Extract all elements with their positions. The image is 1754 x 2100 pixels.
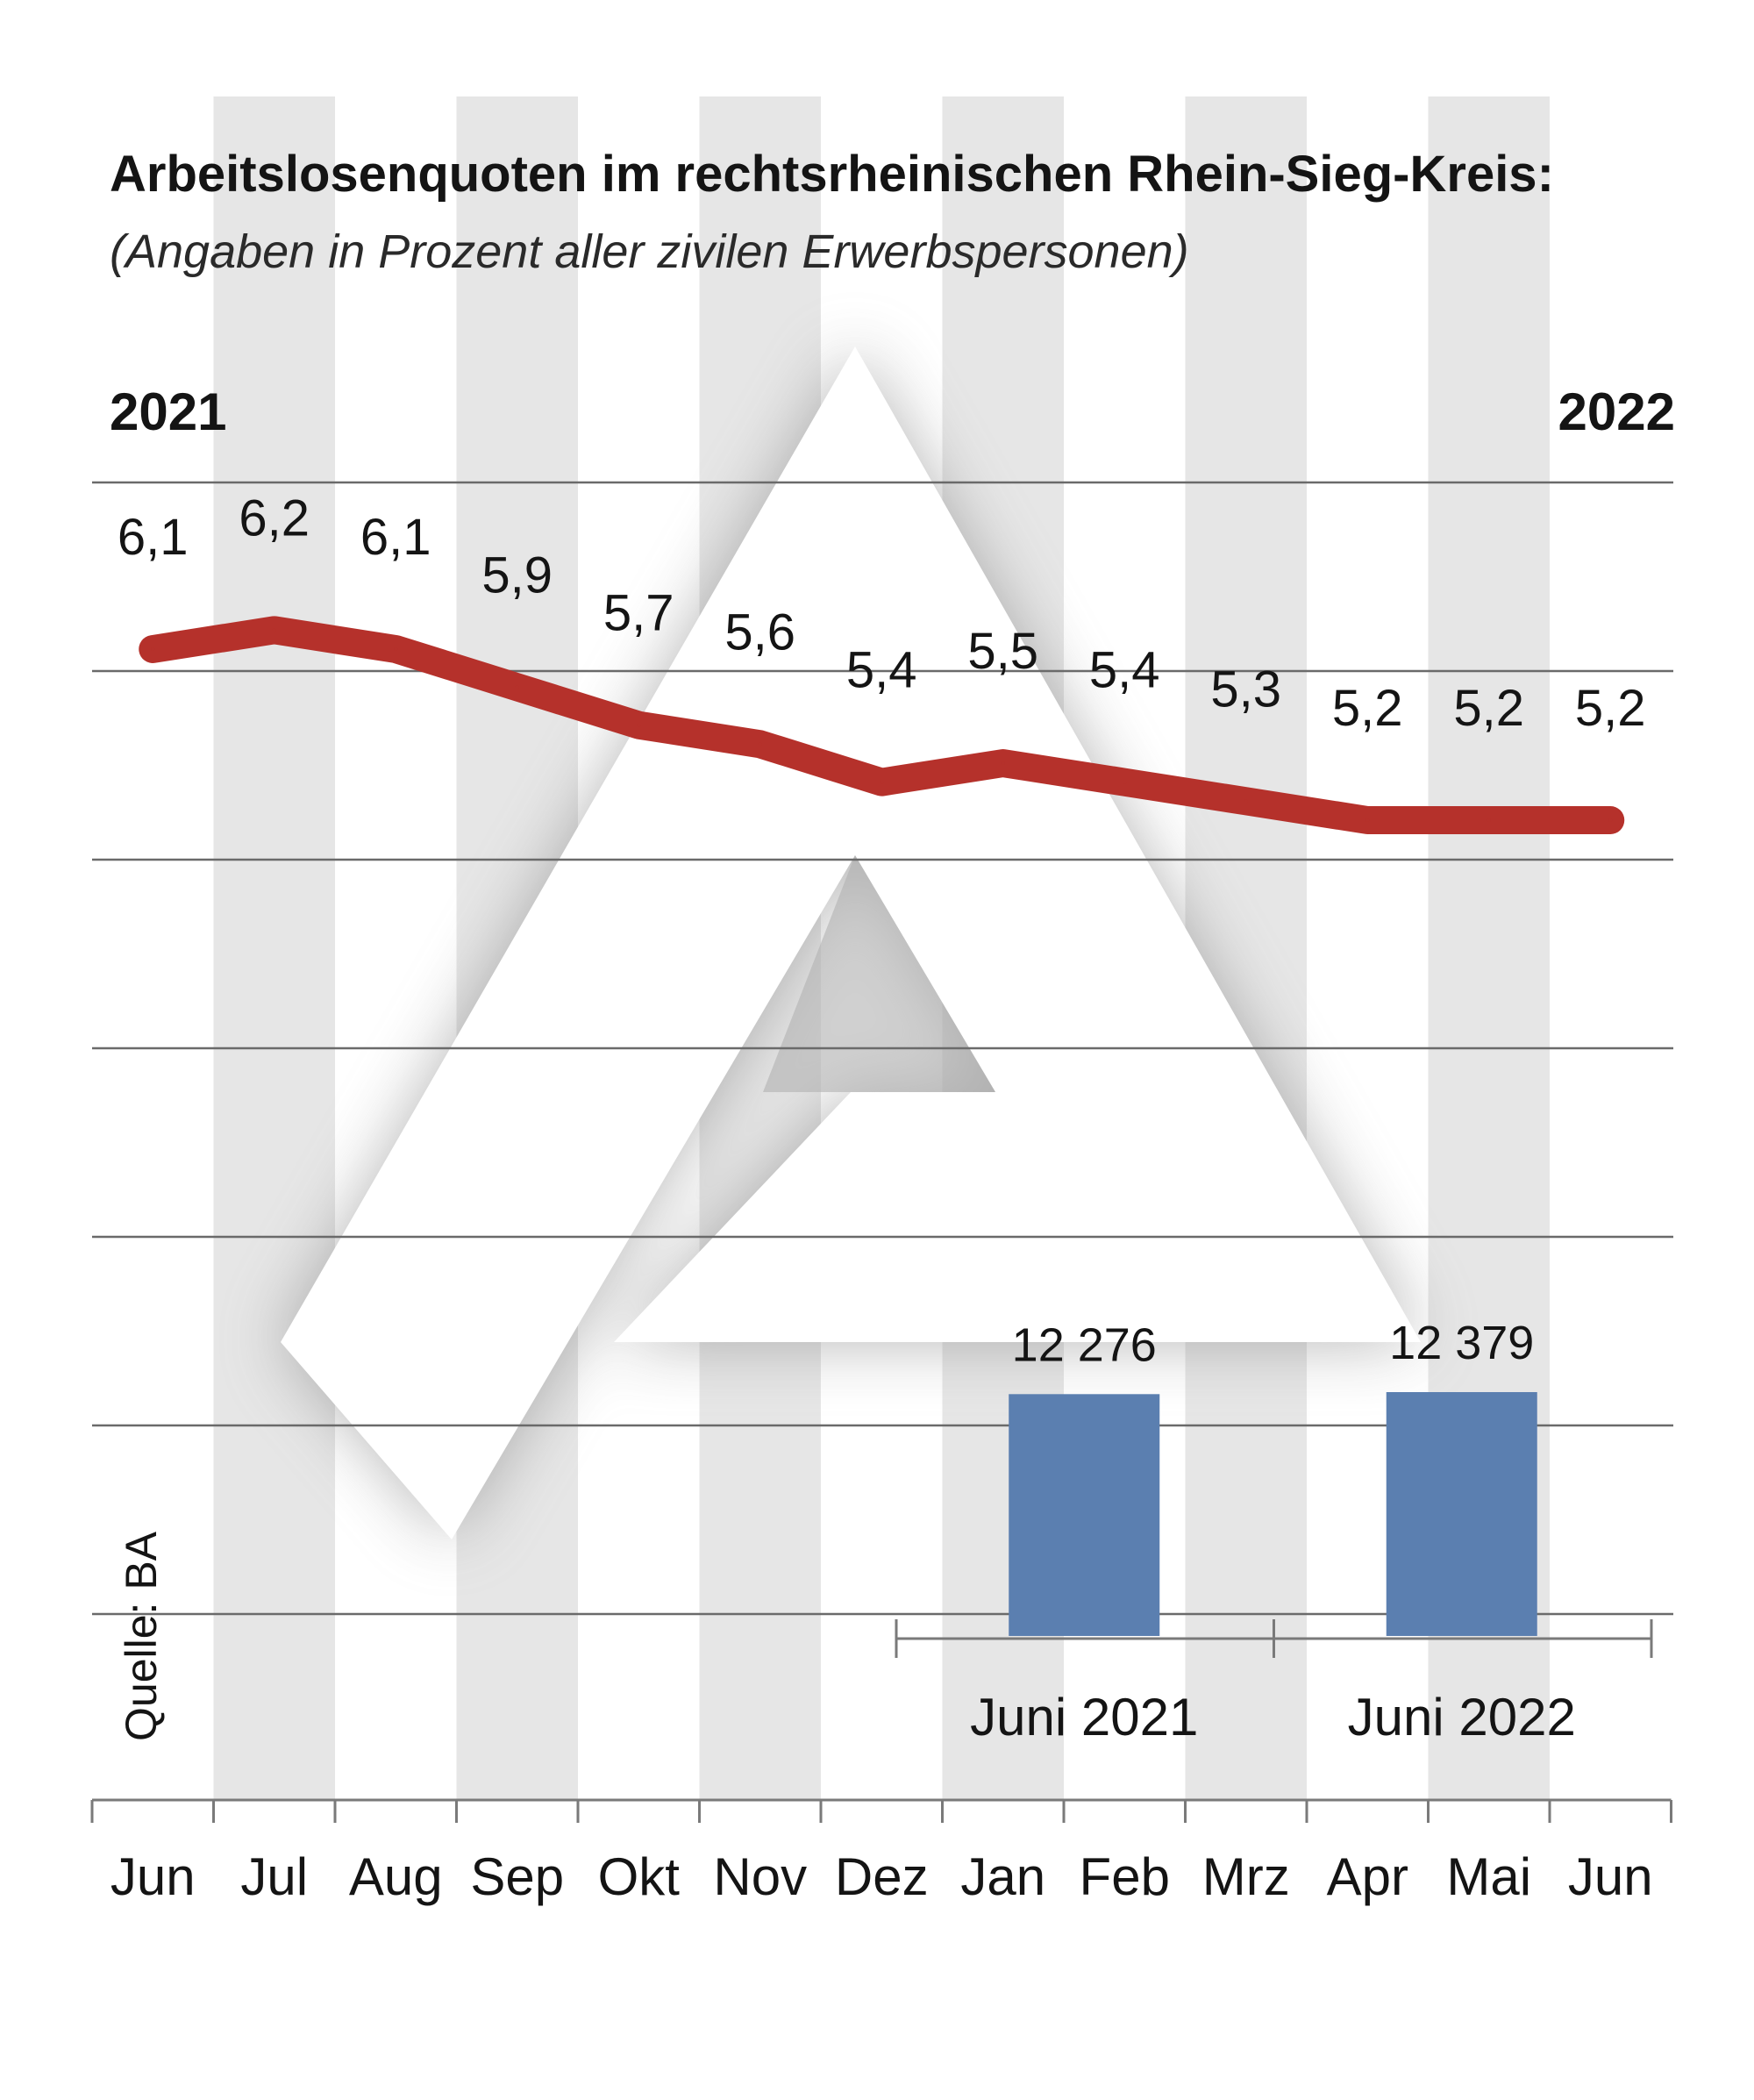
data-point bbox=[1244, 799, 1248, 804]
value-label: 5,5 bbox=[967, 623, 1038, 680]
inset-bar-chart: 12 276 Juni 2021 12 379 Juni 2022 bbox=[895, 1317, 1653, 1746]
watermark-logo-icon bbox=[281, 346, 1421, 1539]
chart-title: Arbeitslosenquoten im rechtsrheinischen … bbox=[110, 146, 1554, 203]
inset-category-label: Juni 2022 bbox=[1348, 1688, 1576, 1746]
data-point bbox=[394, 647, 398, 651]
source-label: Quelle: BA bbox=[117, 1531, 166, 1741]
x-tick-label: Jan bbox=[960, 1847, 1045, 1906]
x-tick-label: Feb bbox=[1080, 1847, 1170, 1906]
inset-category-label: Juni 2021 bbox=[970, 1688, 1198, 1746]
series-unemployment-rate bbox=[139, 616, 1625, 834]
data-point bbox=[1365, 818, 1370, 822]
data-point bbox=[1487, 818, 1491, 822]
data-point bbox=[515, 685, 519, 689]
data-point bbox=[880, 780, 884, 784]
value-label: 6,1 bbox=[360, 509, 431, 566]
data-point bbox=[637, 723, 641, 727]
stripe bbox=[1185, 96, 1307, 1800]
value-label: 5,4 bbox=[846, 642, 917, 699]
x-tick-label: Jun bbox=[1568, 1847, 1653, 1906]
data-point bbox=[758, 742, 762, 746]
value-label: 5,3 bbox=[1210, 661, 1281, 718]
x-axis: Jun Jul Aug Sep Okt Nov Dez Jan Feb Mrz Apr Mai Jun bbox=[90, 1798, 1672, 1906]
x-tick-label: Jun bbox=[111, 1847, 196, 1906]
inset-bar bbox=[1386, 1392, 1537, 1636]
data-point bbox=[1608, 818, 1613, 822]
value-label: 5,2 bbox=[1453, 680, 1524, 737]
chart-subtitle: (Angaben in Prozent aller zivilen Erwerb… bbox=[110, 225, 1189, 278]
inset-bar-value-label: 12 276 bbox=[1012, 1318, 1157, 1371]
background-stripes bbox=[213, 96, 1550, 1800]
year-start-label: 2021 bbox=[110, 382, 226, 441]
value-label: 5,6 bbox=[724, 604, 795, 661]
inset-bar-value-label: 12 379 bbox=[1389, 1317, 1534, 1369]
x-tick-label: Mrz bbox=[1202, 1847, 1290, 1906]
x-tick-label: Okt bbox=[598, 1847, 681, 1906]
value-label: 5,2 bbox=[1332, 680, 1403, 737]
x-tick-label: Mai bbox=[1446, 1847, 1531, 1906]
x-tick-label: Sep bbox=[470, 1847, 564, 1906]
value-label: 6,2 bbox=[239, 489, 310, 546]
value-label: 5,7 bbox=[603, 585, 674, 642]
data-point bbox=[151, 647, 155, 651]
data-point bbox=[272, 628, 276, 632]
inset-bar bbox=[1009, 1394, 1160, 1636]
value-labels: 6,1 6,2 6,1 5,9 5,7 5,6 5,4 5,5 5,4 5,3 5,2 5,2 5,2 bbox=[118, 489, 1646, 737]
x-tick-label: Jul bbox=[240, 1847, 308, 1906]
x-tick-label: Dez bbox=[835, 1847, 929, 1906]
year-end-label: 2022 bbox=[1558, 382, 1675, 441]
value-label: 5,2 bbox=[1575, 680, 1646, 737]
x-tick-label: Nov bbox=[713, 1847, 807, 1906]
stripe bbox=[213, 96, 335, 1800]
data-point bbox=[1123, 780, 1127, 784]
data-point bbox=[1001, 761, 1005, 765]
chart-header: Arbeitslosenquoten im rechtsrheinischen … bbox=[110, 146, 1675, 441]
x-tick-label: Aug bbox=[349, 1847, 443, 1906]
x-tick-label: Apr bbox=[1327, 1847, 1408, 1906]
value-label: 5,9 bbox=[481, 546, 553, 604]
value-label: 5,4 bbox=[1089, 642, 1160, 699]
value-label: 6,1 bbox=[118, 509, 189, 566]
